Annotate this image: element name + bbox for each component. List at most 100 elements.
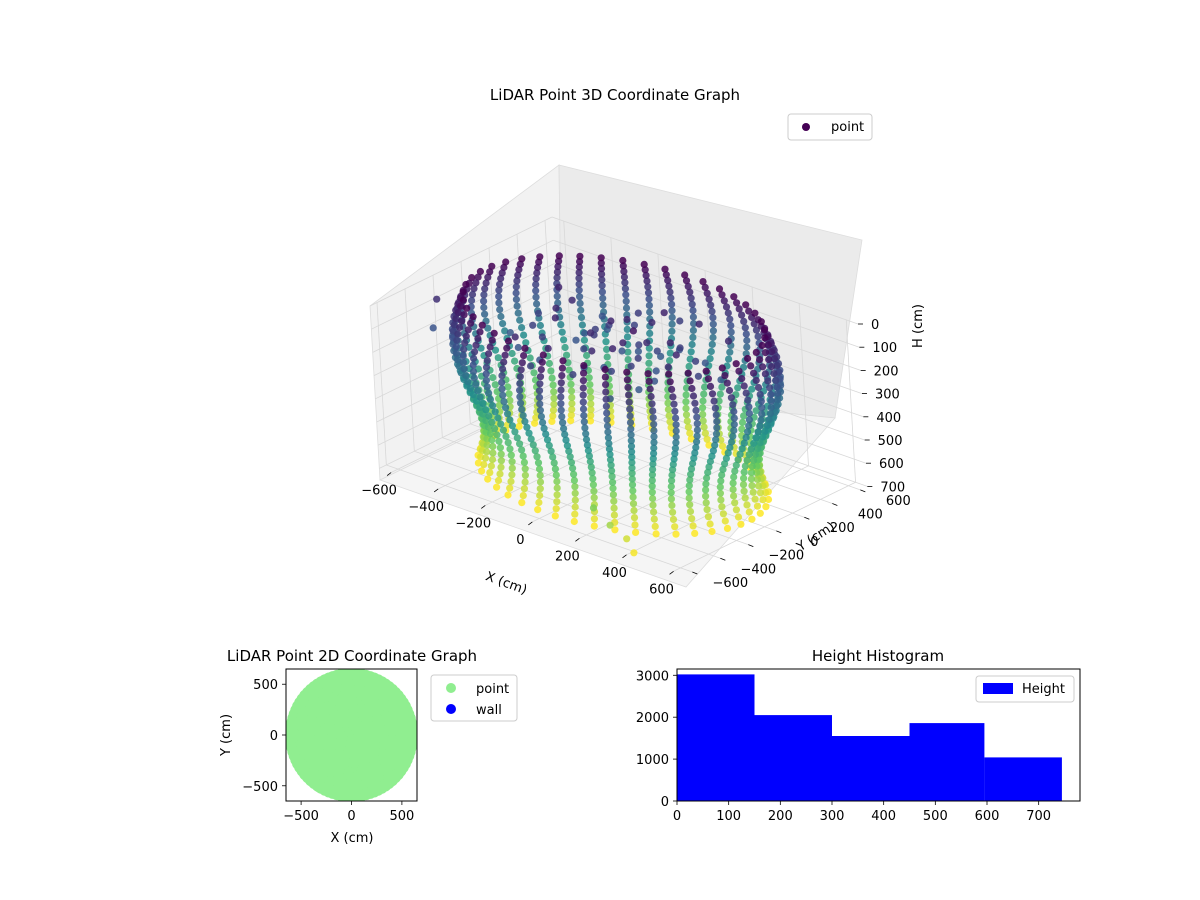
point-marker bbox=[753, 502, 762, 510]
point-marker bbox=[682, 411, 691, 419]
point-marker bbox=[557, 321, 565, 329]
point-marker bbox=[725, 355, 733, 363]
point-marker bbox=[580, 411, 588, 420]
point-marker bbox=[668, 300, 676, 308]
2d-plot-area bbox=[286, 669, 417, 801]
point-marker bbox=[684, 423, 693, 431]
point-marker bbox=[488, 336, 496, 344]
point-marker bbox=[753, 475, 761, 483]
point-marker bbox=[741, 324, 749, 332]
point-marker bbox=[602, 338, 610, 346]
point-marker bbox=[462, 332, 470, 340]
point-marker bbox=[588, 347, 596, 355]
point-marker bbox=[586, 457, 594, 466]
point-marker bbox=[460, 345, 468, 353]
point-marker bbox=[761, 370, 770, 378]
point-marker bbox=[584, 447, 593, 455]
point-marker bbox=[516, 440, 524, 448]
point-marker bbox=[543, 436, 552, 444]
point-marker bbox=[494, 476, 503, 485]
point-marker bbox=[691, 399, 699, 407]
y-tick-label: −600 bbox=[712, 576, 748, 591]
point-marker bbox=[502, 404, 510, 412]
point-marker bbox=[628, 475, 636, 483]
point-marker bbox=[500, 398, 508, 406]
x-tick-label: 300 bbox=[820, 809, 845, 824]
point-marker bbox=[507, 451, 515, 459]
point-marker bbox=[653, 347, 661, 355]
point-marker bbox=[709, 327, 718, 335]
point-marker bbox=[506, 484, 514, 492]
3d-legend-box bbox=[787, 113, 873, 141]
point-marker bbox=[747, 445, 756, 453]
point-marker bbox=[670, 400, 678, 408]
z-tick-label: 700 bbox=[880, 480, 905, 495]
point-marker bbox=[627, 362, 635, 370]
point-marker bbox=[499, 365, 507, 373]
point-marker bbox=[550, 400, 558, 408]
grid-line-left-pane-h bbox=[369, 216, 553, 307]
point-marker bbox=[644, 283, 652, 291]
x-tick-label: 500 bbox=[923, 809, 948, 824]
point-marker bbox=[514, 343, 522, 352]
point-marker bbox=[712, 436, 720, 444]
point-marker bbox=[460, 365, 468, 373]
point-marker bbox=[729, 401, 737, 409]
point-marker bbox=[519, 411, 527, 420]
grid-line-left-pane-h bbox=[379, 379, 562, 469]
point-marker bbox=[578, 321, 587, 329]
point-marker bbox=[452, 343, 460, 351]
point-marker bbox=[607, 367, 616, 375]
point-marker bbox=[635, 386, 643, 394]
grid-line-right-pane bbox=[845, 319, 856, 483]
point-marker bbox=[723, 379, 731, 387]
point-marker bbox=[529, 441, 537, 449]
point-marker bbox=[587, 400, 595, 408]
point-marker bbox=[727, 438, 736, 446]
point-marker bbox=[514, 309, 522, 317]
point-marker bbox=[747, 362, 755, 370]
point-marker bbox=[497, 312, 505, 321]
x-tick-label: 400 bbox=[602, 566, 627, 581]
point-marker bbox=[657, 352, 665, 360]
z-tick-label: 0 bbox=[871, 318, 879, 333]
point-marker bbox=[718, 291, 726, 299]
point-marker bbox=[485, 350, 493, 358]
point-marker bbox=[489, 442, 497, 451]
point-marker bbox=[645, 295, 653, 303]
point-marker bbox=[504, 491, 512, 499]
histogram-legend-swatch bbox=[983, 683, 1013, 694]
point-marker bbox=[630, 506, 638, 515]
point-marker bbox=[484, 475, 492, 483]
point-marker bbox=[753, 469, 761, 477]
x-tick-label: 200 bbox=[555, 549, 580, 564]
point-marker bbox=[758, 433, 767, 441]
point-marker bbox=[752, 326, 761, 334]
point-marker bbox=[497, 463, 505, 471]
point-marker bbox=[550, 459, 558, 467]
point-marker bbox=[742, 433, 750, 442]
point-marker bbox=[557, 386, 565, 394]
point-marker bbox=[518, 255, 526, 263]
point-marker bbox=[713, 417, 721, 426]
point-marker bbox=[521, 344, 529, 352]
point-marker bbox=[726, 315, 734, 323]
point-marker bbox=[521, 478, 529, 486]
point-marker bbox=[718, 471, 726, 479]
point-marker bbox=[761, 349, 770, 357]
point-marker bbox=[534, 459, 543, 467]
point-marker bbox=[682, 398, 690, 406]
point-marker bbox=[557, 393, 565, 401]
point-marker bbox=[650, 508, 658, 516]
point-marker bbox=[590, 522, 598, 530]
point-marker bbox=[668, 313, 676, 321]
point-marker bbox=[536, 400, 544, 408]
point-marker bbox=[520, 485, 529, 493]
point-marker bbox=[719, 442, 727, 450]
point-marker bbox=[609, 478, 617, 486]
point-marker bbox=[767, 390, 775, 399]
point-marker bbox=[495, 286, 503, 294]
point-marker bbox=[508, 349, 516, 358]
point-marker bbox=[699, 417, 707, 425]
point-marker bbox=[706, 520, 714, 528]
